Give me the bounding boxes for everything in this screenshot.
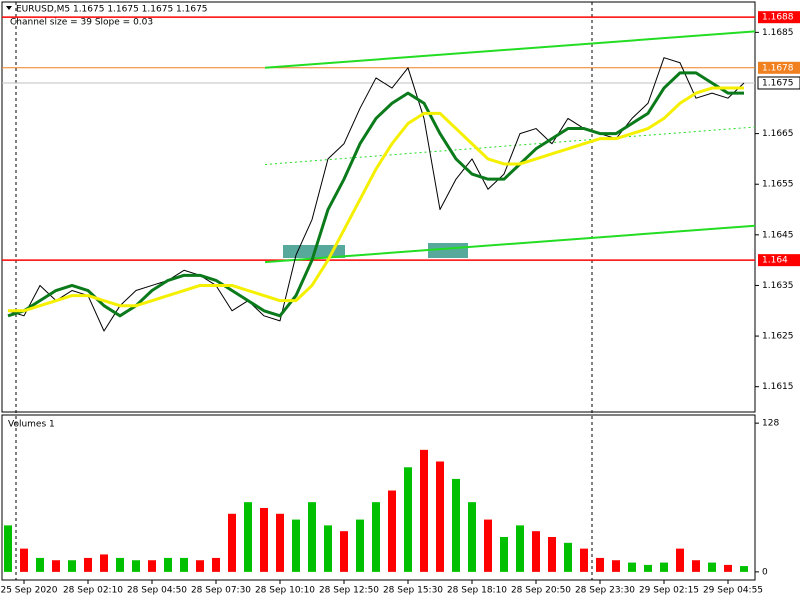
- volume-bar: [692, 560, 700, 572]
- volume-title: Volumes 1: [8, 420, 55, 430]
- y-tick-label: 1.1625: [762, 332, 794, 342]
- volume-bar: [260, 507, 268, 572]
- y-tick-label: 1.1645: [762, 230, 794, 240]
- volume-bar: [660, 562, 668, 572]
- price-pane: [1, 1, 756, 413]
- volume-bar: [324, 525, 332, 572]
- volume-bar: [612, 560, 620, 572]
- y-tick-label: 0: [762, 567, 768, 577]
- volume-bar: [516, 525, 524, 572]
- y-tick-label: 1.1665: [762, 129, 794, 139]
- x-tick-label: 29 Sep 02:15: [639, 586, 699, 596]
- volume-bar: [388, 490, 396, 572]
- volume-bar: [212, 557, 220, 572]
- y-tick-label: 128: [762, 419, 779, 429]
- volume-bar: [340, 531, 348, 572]
- volume-bar: [724, 564, 732, 572]
- volume-bar: [4, 525, 12, 572]
- volume-bar: [308, 502, 316, 572]
- volume-bar: [708, 562, 716, 572]
- volume-bar: [276, 513, 284, 572]
- volume-bar: [644, 564, 652, 572]
- indicator-info: Channel size = 39 Slope = 0.03: [10, 18, 153, 28]
- volume-bar: [36, 557, 44, 572]
- x-tick-label: 28 Sep 18:10: [447, 586, 507, 596]
- last-price-box: [757, 76, 800, 90]
- volume-bar: [100, 554, 108, 572]
- menu-arrow[interactable]: [6, 6, 12, 10]
- volume-bar: [132, 560, 140, 572]
- volume-bar: [420, 449, 428, 572]
- volume-bar: [164, 557, 172, 572]
- x-tick-label: 28 Sep 15:30: [383, 586, 443, 596]
- level-label-box: [758, 11, 800, 24]
- x-tick-label: 28 Sep 07:30: [191, 586, 251, 596]
- volume-bar: [116, 557, 124, 572]
- volume-bar: [196, 560, 204, 572]
- volume-bar: [292, 519, 300, 572]
- level-label: 1.164: [762, 256, 788, 266]
- volume-bar: [532, 531, 540, 572]
- x-tick-label: 25 Sep 2020: [0, 586, 57, 596]
- volume-bar: [740, 566, 748, 572]
- y-tick-label: 1.1655: [762, 180, 794, 190]
- x-tick-label: 28 Sep 23:30: [575, 586, 635, 596]
- volume-bar: [52, 560, 60, 572]
- x-tick-label: 29 Sep 04:55: [703, 586, 763, 596]
- zone-marker: [428, 243, 468, 258]
- volume-pane: [1, 414, 756, 581]
- volume-bar: [20, 548, 28, 572]
- volume-bar: [548, 537, 556, 572]
- volume-bar: [580, 548, 588, 572]
- y-tick-label: 1.1635: [762, 281, 794, 291]
- level-label: 1.1688: [762, 13, 794, 23]
- volume-bar: [148, 560, 156, 572]
- chart-title: EURUSD,M5 1.1675 1.1675 1.1675 1.1675: [16, 5, 208, 15]
- x-tick-label: 28 Sep 20:50: [511, 586, 571, 596]
- x-tick-label: 28 Sep 12:50: [319, 586, 379, 596]
- volume-bar: [564, 542, 572, 572]
- y-tick-label: 1.1685: [762, 28, 794, 38]
- volume-bar: [500, 537, 508, 572]
- x-tick-label: 28 Sep 04:50: [127, 586, 187, 596]
- channel-line: [264, 126, 756, 165]
- volume-bar: [84, 557, 92, 572]
- x-tick-label: 28 Sep 02:10: [63, 586, 123, 596]
- last-price-label: 1.1675: [762, 78, 794, 88]
- level-label-box: [758, 254, 800, 267]
- volume-bar: [436, 461, 444, 572]
- y-tick-label: 1.1615: [762, 382, 794, 392]
- x-tick-label: 28 Sep 10:10: [255, 586, 315, 596]
- volume-bar: [244, 502, 252, 572]
- price-line: [8, 86, 744, 313]
- level-label-box: [758, 61, 800, 74]
- volume-bar: [180, 557, 188, 572]
- level-label: 1.1678: [762, 63, 794, 73]
- volume-bar: [676, 548, 684, 572]
- volume-bar: [468, 502, 476, 572]
- volume-bar: [596, 557, 604, 572]
- volume-bar: [452, 478, 460, 572]
- volume-bar: [628, 562, 636, 572]
- volume-bar: [68, 560, 76, 572]
- channel-line: [264, 224, 756, 264]
- volume-bar: [356, 519, 364, 572]
- volume-bar: [372, 502, 380, 572]
- channel-line: [264, 30, 756, 69]
- price-line: [7, 71, 744, 318]
- volume-bar: [484, 519, 492, 572]
- volume-bar: [228, 513, 236, 572]
- volume-bar: [404, 467, 412, 572]
